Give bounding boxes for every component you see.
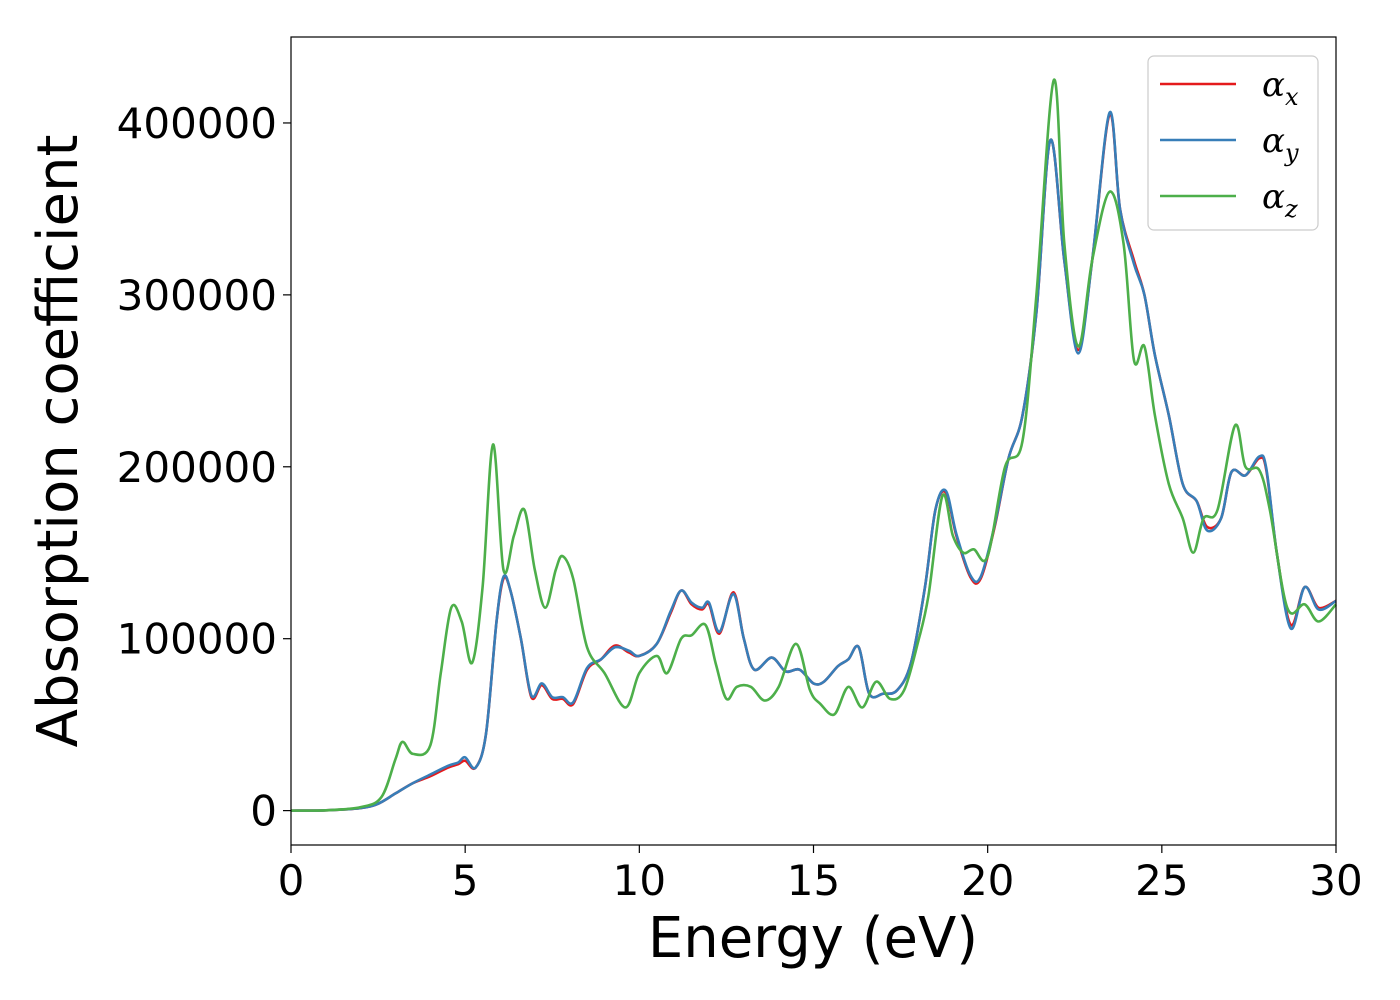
x-tick-label: 15 <box>787 856 840 905</box>
x-tick-label: 10 <box>613 856 666 905</box>
x-tick-label: 30 <box>1309 856 1362 905</box>
x-axis-title: Energy (eV) <box>648 906 978 971</box>
x-tick-label: 5 <box>452 856 479 905</box>
x-axis-ticks: 0 5 10 15 20 25 30 <box>278 845 1363 905</box>
legend-label-y: αy <box>1262 121 1299 167</box>
series-line-z <box>290 78 1337 812</box>
y-axis-ticks: 0 100000 200000 300000 400000 <box>117 99 291 836</box>
y-tick-label: 400000 <box>117 99 277 148</box>
x-tick-label: 0 <box>278 856 305 905</box>
y-tick-label: 0 <box>250 787 277 836</box>
y-axis-title: Absorption coefficient <box>26 135 91 748</box>
y-tick-label: 100000 <box>117 615 277 664</box>
x-tick-label: 25 <box>1135 856 1188 905</box>
y-tick-label: 300000 <box>117 271 277 320</box>
series-line-y <box>290 111 1337 812</box>
legend-label-x: αx <box>1262 65 1299 111</box>
plot-lines <box>290 78 1337 812</box>
x-tick-label: 20 <box>961 856 1014 905</box>
legend-box <box>1147 55 1319 231</box>
y-tick-label: 200000 <box>117 443 277 492</box>
